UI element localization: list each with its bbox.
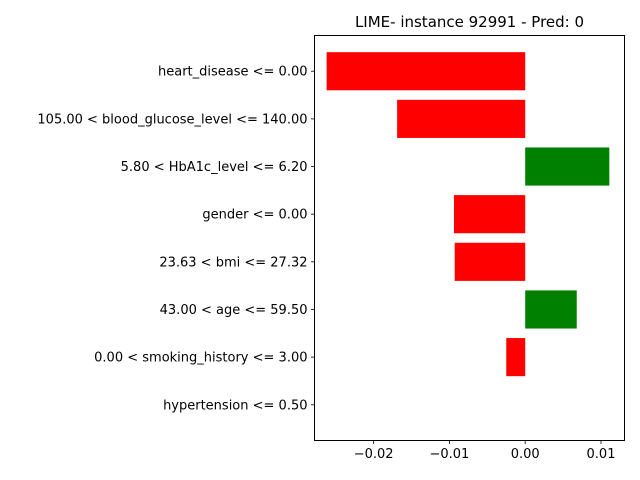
x-tick-label: −0.01 bbox=[429, 447, 469, 462]
bar-105-00-blood-glucose-level-140-00 bbox=[397, 99, 526, 138]
bar-43-00-age-59-50 bbox=[525, 290, 577, 329]
bar-0-00-smoking-history-3-00 bbox=[506, 338, 526, 377]
y-tick-label: hypertension <= 0.50 bbox=[163, 398, 307, 413]
y-tick-label: gender <= 0.00 bbox=[202, 208, 307, 223]
bars-group bbox=[326, 52, 610, 377]
y-tick-label: 105.00 < blood_glucose_level <= 140.00 bbox=[37, 112, 307, 127]
y-tick-label: 23.63 < bmi <= 27.32 bbox=[159, 255, 307, 270]
y-tick-label: 0.00 < smoking_history <= 3.00 bbox=[94, 351, 307, 366]
x-tick-label: 0.00 bbox=[511, 447, 540, 462]
bar-5-80-hba1c-level-6-20 bbox=[525, 147, 610, 186]
x-tick-label: 0.01 bbox=[587, 447, 616, 462]
y-tick-label: 5.80 < HbA1c_level <= 6.20 bbox=[121, 160, 308, 175]
y-tick-labels: heart_disease <= 0.00 105.00 < blood_gluc… bbox=[37, 65, 315, 413]
bar-gender-0-00 bbox=[453, 195, 526, 234]
x-tick-label: −0.02 bbox=[354, 447, 394, 462]
bar-23-63-bmi-27-32 bbox=[454, 242, 526, 281]
y-tick-label: 43.00 < age <= 59.50 bbox=[160, 303, 308, 318]
bar-heart-disease-0-00 bbox=[326, 52, 526, 91]
axes-frame bbox=[314, 35, 625, 441]
chart-title: LIME- instance 92991 - Pred: 0 bbox=[355, 13, 584, 31]
y-tick-label: heart_disease <= 0.00 bbox=[158, 65, 308, 80]
x-ticks: −0.02 −0.01 0.00 0.01 bbox=[354, 440, 616, 462]
